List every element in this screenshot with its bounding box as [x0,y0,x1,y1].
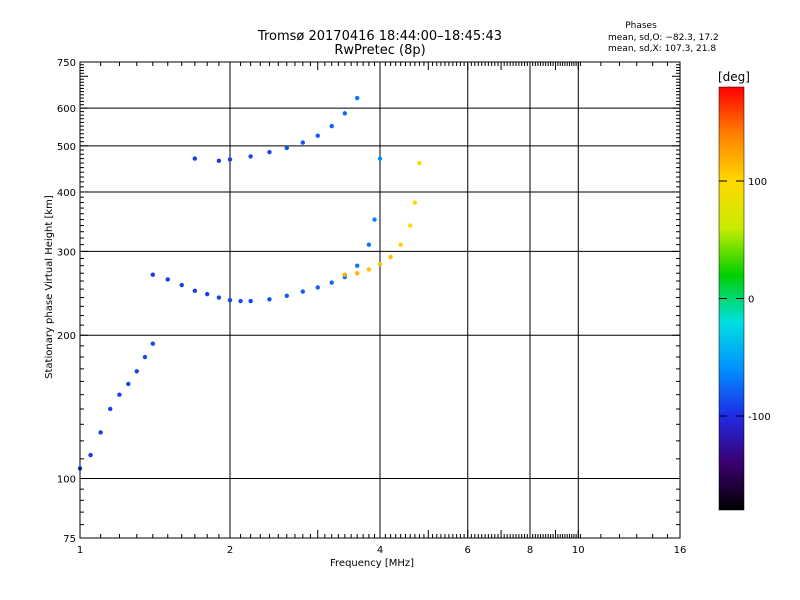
data-point [134,369,139,374]
data-point [315,133,320,138]
data-point [98,430,103,435]
x-tick-label: 10 [572,545,585,556]
data-point [354,95,360,101]
y-tick-label: 300 [57,247,76,258]
data-point [329,280,334,285]
data-point [267,297,272,302]
data-point [238,298,243,304]
data-point [192,288,198,293]
x-tick-label: 16 [674,545,687,556]
data-point [300,289,306,294]
data-point [192,156,198,161]
y-tick-label: 400 [57,188,76,199]
chart-title: Tromsø 20170416 18:44:00–18:45:43 [257,29,503,44]
data-point [398,242,403,247]
data-point [329,123,334,129]
phases-title: Phases [625,21,657,31]
data-point [142,354,148,360]
data-point [216,295,222,300]
data-point [377,156,383,161]
data-points [77,95,422,471]
data-point [412,200,418,205]
y-tick-label: 100 [57,475,76,486]
data-point [354,263,360,268]
data-point [300,140,306,145]
y-tick-label: 200 [57,331,76,342]
x-tick-label: 2 [227,545,233,556]
data-point [284,293,289,299]
data-point [150,272,156,277]
data-point [354,271,360,276]
data-point [248,298,253,304]
x-tick-label: 6 [465,545,471,556]
phases-o-stats: mean, sd,O: −82.3, 17.2 [608,33,719,43]
phases-x-stats: mean, sd,X: 107.3, 21.8 [608,44,717,54]
data-point [165,277,170,282]
colorbar-unit-label: [deg] [718,70,750,84]
data-point [126,381,131,387]
data-point [366,267,372,272]
y-tick-label: 750 [57,58,76,69]
data-point [204,291,210,297]
data-point [315,285,320,290]
colorbar-tick-label: 0 [748,295,754,306]
data-point [377,262,383,267]
y-tick-label: 75 [63,534,76,545]
data-point [342,111,348,116]
data-point [408,223,413,228]
data-point [342,272,348,277]
data-point [248,154,253,159]
data-point [108,406,113,412]
x-tick-label: 1 [77,545,83,556]
colorbar-tick-label: 100 [748,177,767,188]
grid-lines [80,62,680,538]
data-point [417,160,422,166]
data-point [372,217,377,222]
x-tick-label: 8 [527,545,533,556]
x-tick-label: 4 [377,545,383,556]
data-point [284,145,289,151]
y-tick-label: 600 [57,104,76,115]
data-point [388,254,393,260]
x-axis-label: Frequency [MHz] [330,558,415,569]
chart-subtitle: RwPretec (8p) [334,43,426,58]
data-point [227,157,233,162]
colorbar-ticks: 100 0 -100 [719,177,771,423]
data-point [227,297,233,303]
data-point [117,392,122,397]
data-point [88,452,93,458]
data-point [179,282,184,288]
data-point [216,158,222,164]
y-tick-label: 500 [57,142,76,153]
data-point [366,242,372,247]
colorbar-tick-label: -100 [748,412,771,423]
data-point [267,149,272,155]
axes: 1 2 4 6 8 10 16 750 600 500 400 300 200 100 75 [57,58,686,556]
data-point [150,341,156,346]
